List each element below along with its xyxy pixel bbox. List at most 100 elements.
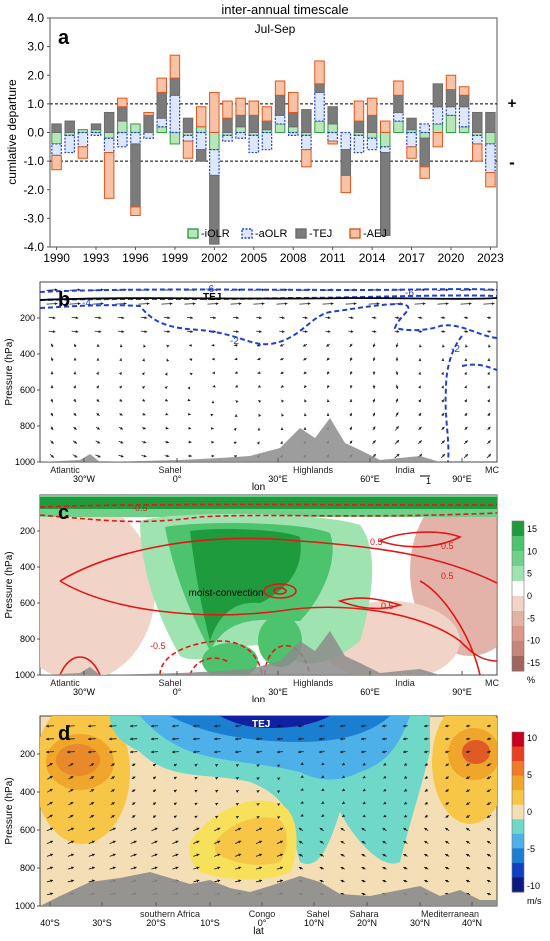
bar-segment xyxy=(341,175,350,192)
y-tick-label: 600 xyxy=(20,825,35,835)
cumulative-departure-chart: inter-annual timescale Jul-Sep a cumlati… xyxy=(0,0,550,275)
region-label: southern Africa xyxy=(140,909,200,919)
colorbar-swatch xyxy=(512,790,524,805)
bar-segment xyxy=(170,78,179,95)
bar-segment xyxy=(459,127,468,133)
contour-label: -6 xyxy=(405,288,414,299)
bar-segment xyxy=(170,95,179,132)
colorbar-unit: m/s xyxy=(527,896,542,906)
colorbar-swatch xyxy=(512,877,524,892)
bar-segment xyxy=(275,95,284,115)
colorbar-tick-label: 10 xyxy=(527,546,537,556)
bar-segment xyxy=(52,144,61,155)
bar-segment xyxy=(459,95,468,106)
colorbar-swatch xyxy=(512,776,524,791)
y-tick-label: 1000 xyxy=(15,901,35,911)
legend-swatch xyxy=(350,229,360,238)
bar-segment xyxy=(288,133,297,136)
x-tick-label: 90°E xyxy=(452,687,472,697)
bar-segment xyxy=(236,127,245,133)
bar-segment xyxy=(486,112,495,132)
bar-segment xyxy=(196,150,205,161)
y-tick-label: 0.0 xyxy=(27,126,44,140)
bar-segment xyxy=(183,135,192,141)
x-tick-label: 2020 xyxy=(438,251,465,265)
x-tick-label: 40°S xyxy=(40,918,60,928)
bar-segment xyxy=(315,121,324,132)
y-tick-label: 600 xyxy=(20,598,35,608)
contour-label: -0.5 xyxy=(150,641,166,651)
x-tick-label: 10°N xyxy=(304,918,324,928)
colorbar-tick-label: -10 xyxy=(527,881,540,891)
contour-label: 0.5 xyxy=(441,541,454,551)
region-label: Highlands xyxy=(293,678,334,688)
colorbar-swatch xyxy=(512,747,524,762)
bar-segment xyxy=(315,92,324,121)
contour-label: -2 xyxy=(230,336,239,347)
bar-segment xyxy=(459,87,468,96)
x-tick-label: 2023 xyxy=(477,251,504,265)
colorbar-tick-label: 10 xyxy=(527,733,537,743)
colorbar-swatch xyxy=(512,656,524,672)
colorbar-swatch xyxy=(512,581,524,597)
region-label: Atlantic xyxy=(50,678,80,688)
bar-segment xyxy=(394,112,403,121)
bar-segment xyxy=(65,121,74,132)
x-tick-label: 10°S xyxy=(200,918,220,928)
y-tick-label: 400 xyxy=(20,562,35,572)
legend-label: -aOLR xyxy=(255,228,287,240)
x-tick-label: 30°E xyxy=(268,687,288,697)
bar-segment xyxy=(433,84,442,107)
legend-swatch xyxy=(296,229,306,238)
bar-segment xyxy=(381,147,390,153)
moist-convection-label: moist-convection xyxy=(188,588,263,599)
y-tick-label: -2.0 xyxy=(23,183,44,197)
y-tick-label: 800 xyxy=(20,634,35,644)
bar-segment xyxy=(104,133,113,139)
x-tick-label: 2008 xyxy=(280,251,307,265)
region-label: Sahel xyxy=(158,678,181,688)
bar-segment xyxy=(52,133,61,144)
x-axis-label: lat xyxy=(253,926,264,936)
panel-c: c moist-convection 0.5 0.5 0.5 0.5 -0.5 … xyxy=(0,491,550,702)
bar-segment xyxy=(65,135,74,152)
bar-segment xyxy=(104,153,113,199)
bar-segment xyxy=(236,115,245,126)
y-tick-label: 200 xyxy=(20,749,35,759)
x-tick-label: 30°W xyxy=(73,687,96,697)
contour-label: 0.5 xyxy=(381,601,394,611)
bar-segment xyxy=(354,101,363,121)
minus-threshold-mark: - xyxy=(509,153,515,172)
x-tick-label: 1999 xyxy=(162,251,189,265)
bar-segment xyxy=(486,173,495,187)
colorbar-swatch xyxy=(512,805,524,820)
bar-segment xyxy=(183,118,192,132)
tej-label: TEJ xyxy=(252,719,270,730)
bar-segment xyxy=(486,133,495,144)
region-label: MC xyxy=(485,678,499,688)
chart-subtitle: Jul-Sep xyxy=(255,22,296,36)
y-axis-label: Pressure (hPa) xyxy=(4,338,15,405)
bar-segment xyxy=(262,133,271,150)
bar-segment xyxy=(223,135,232,141)
bar-segment xyxy=(394,81,403,95)
bar-segment xyxy=(91,133,100,136)
humidity-section-lon: c moist-convection 0.5 0.5 0.5 0.5 -0.5 … xyxy=(0,491,550,702)
bar-segment xyxy=(288,127,297,133)
y-tick-label: -4.0 xyxy=(23,240,44,254)
bar-segment xyxy=(131,207,140,216)
colorbar-swatch xyxy=(512,536,524,552)
bar-segment xyxy=(131,144,140,207)
contour-label: -2 xyxy=(451,344,460,355)
legend-swatch xyxy=(242,229,252,238)
bar-segment xyxy=(328,141,337,144)
bar-segment xyxy=(486,144,495,173)
panel-letter-a: a xyxy=(58,27,70,49)
contour-label: -4 xyxy=(82,298,91,309)
colorbar-swatch xyxy=(512,611,524,627)
bar-segment xyxy=(420,133,429,139)
bar-segment xyxy=(183,141,192,158)
bar-segment xyxy=(118,133,127,147)
